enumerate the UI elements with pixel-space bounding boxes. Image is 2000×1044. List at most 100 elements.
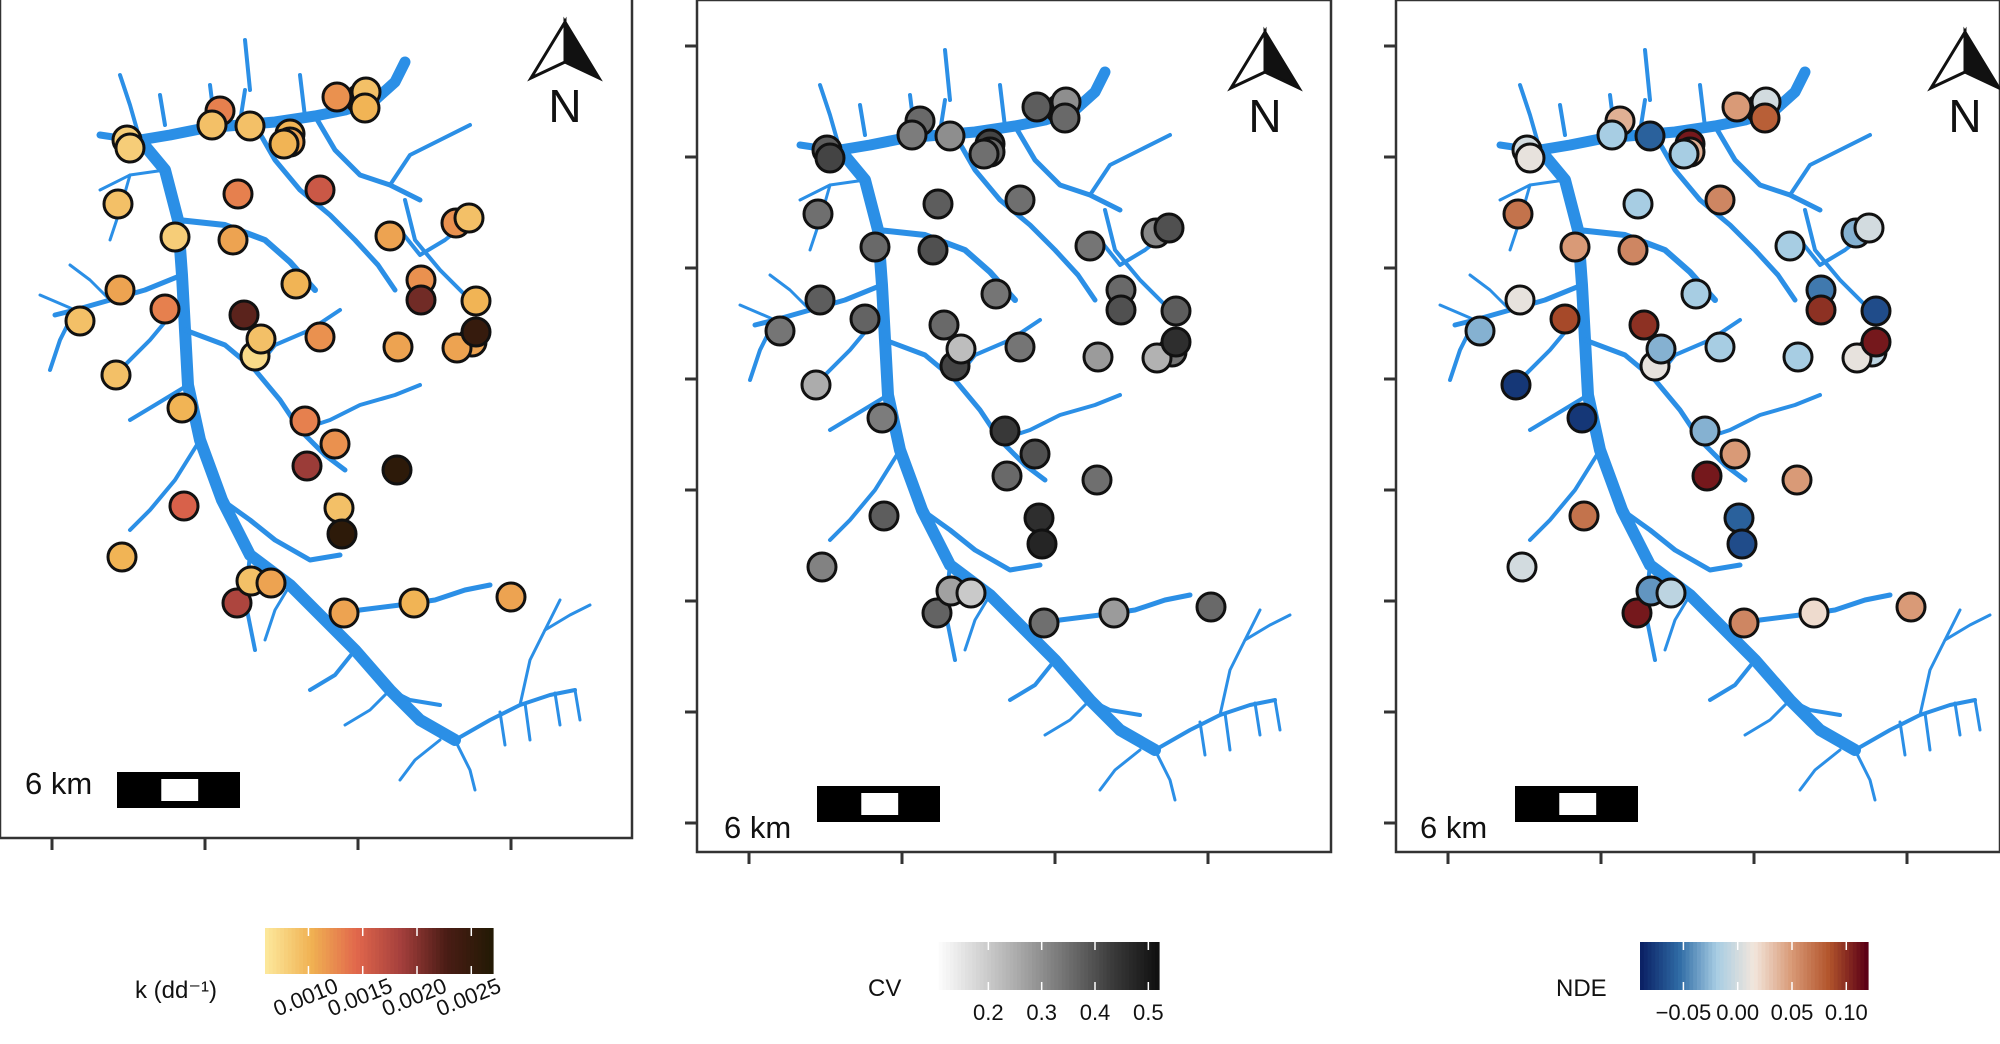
site-marker[interactable] (1105, 294, 1137, 326)
site-marker[interactable] (1728, 607, 1760, 639)
site-marker[interactable] (945, 333, 977, 365)
site-marker[interactable] (1023, 502, 1055, 534)
site-marker[interactable] (304, 174, 336, 206)
site-marker[interactable] (1082, 341, 1114, 373)
site-marker[interactable] (222, 178, 254, 210)
site-marker[interactable] (268, 128, 300, 160)
site-marker[interactable] (1004, 184, 1036, 216)
site-marker[interactable] (234, 110, 266, 142)
site-marker[interactable] (1680, 278, 1712, 310)
site-marker[interactable] (196, 109, 228, 141)
site-marker[interactable] (102, 188, 134, 220)
site-marker[interactable] (1004, 331, 1036, 363)
site-marker[interactable] (453, 202, 485, 234)
site-marker[interactable] (1559, 231, 1591, 263)
site-marker[interactable] (1860, 295, 1892, 327)
site-marker[interactable] (1514, 142, 1546, 174)
site-marker[interactable] (460, 316, 492, 348)
site-marker[interactable] (100, 359, 132, 391)
site-marker[interactable] (1153, 212, 1185, 244)
site-marker[interactable] (1721, 91, 1753, 123)
site-marker[interactable] (1026, 528, 1058, 560)
site-marker[interactable] (1621, 597, 1653, 629)
site-marker[interactable] (321, 81, 353, 113)
site-marker[interactable] (217, 224, 249, 256)
site-marker[interactable] (114, 132, 146, 164)
site-marker[interactable] (1719, 438, 1751, 470)
site-marker[interactable] (1502, 198, 1534, 230)
site-marker[interactable] (1645, 333, 1677, 365)
site-marker[interactable] (255, 567, 287, 599)
site-marker[interactable] (168, 490, 200, 522)
site-marker[interactable] (922, 188, 954, 220)
site-marker[interactable] (104, 274, 136, 306)
site-marker[interactable] (1500, 369, 1532, 401)
site-marker[interactable] (319, 428, 351, 460)
site-marker[interactable] (1704, 331, 1736, 363)
site-marker[interactable] (1749, 102, 1781, 134)
site-marker[interactable] (221, 587, 253, 619)
site-marker[interactable] (800, 369, 832, 401)
site-marker[interactable] (1704, 184, 1736, 216)
site-marker[interactable] (159, 221, 191, 253)
site-marker[interactable] (1081, 464, 1113, 496)
site-marker[interactable] (1782, 341, 1814, 373)
site-marker[interactable] (245, 323, 277, 355)
site-marker[interactable] (374, 220, 406, 252)
site-marker[interactable] (814, 142, 846, 174)
site-marker[interactable] (1860, 326, 1892, 358)
site-marker[interactable] (326, 518, 358, 550)
site-marker[interactable] (849, 303, 881, 335)
site-marker[interactable] (149, 293, 181, 325)
site-marker[interactable] (764, 315, 796, 347)
site-marker[interactable] (866, 402, 898, 434)
site-marker[interactable] (1566, 402, 1598, 434)
site-marker[interactable] (1628, 309, 1660, 341)
site-marker[interactable] (1098, 597, 1130, 629)
site-marker[interactable] (1019, 438, 1051, 470)
site-marker[interactable] (804, 284, 836, 316)
site-marker[interactable] (1781, 464, 1813, 496)
site-marker[interactable] (1021, 91, 1053, 123)
site-marker[interactable] (1617, 234, 1649, 266)
site-marker[interactable] (349, 92, 381, 124)
site-marker[interactable] (1723, 502, 1755, 534)
site-marker[interactable] (166, 392, 198, 424)
site-marker[interactable] (1160, 295, 1192, 327)
site-marker[interactable] (928, 309, 960, 341)
site-marker[interactable] (991, 460, 1023, 492)
site-marker[interactable] (1074, 230, 1106, 262)
site-marker[interactable] (806, 551, 838, 583)
site-marker[interactable] (868, 500, 900, 532)
site-marker[interactable] (1691, 460, 1723, 492)
site-marker[interactable] (1853, 212, 1885, 244)
site-marker[interactable] (934, 120, 966, 152)
site-marker[interactable] (460, 285, 492, 317)
site-marker[interactable] (1160, 326, 1192, 358)
site-marker[interactable] (1634, 120, 1666, 152)
site-marker[interactable] (405, 284, 437, 316)
site-marker[interactable] (1506, 551, 1538, 583)
site-marker[interactable] (1805, 294, 1837, 326)
site-marker[interactable] (859, 231, 891, 263)
site-marker[interactable] (1464, 315, 1496, 347)
site-marker[interactable] (291, 450, 323, 482)
site-marker[interactable] (1895, 591, 1927, 623)
site-marker[interactable] (1568, 500, 1600, 532)
site-marker[interactable] (1596, 119, 1628, 151)
site-marker[interactable] (802, 198, 834, 230)
site-marker[interactable] (228, 299, 260, 331)
site-marker[interactable] (1798, 597, 1830, 629)
site-marker[interactable] (980, 278, 1012, 310)
site-marker[interactable] (398, 587, 430, 619)
site-marker[interactable] (921, 597, 953, 629)
site-marker[interactable] (328, 597, 360, 629)
site-marker[interactable] (917, 234, 949, 266)
site-marker[interactable] (955, 577, 987, 609)
site-marker[interactable] (381, 454, 413, 486)
site-marker[interactable] (1726, 528, 1758, 560)
site-marker[interactable] (304, 321, 336, 353)
site-marker[interactable] (1049, 102, 1081, 134)
site-marker[interactable] (323, 492, 355, 524)
site-marker[interactable] (1689, 415, 1721, 447)
